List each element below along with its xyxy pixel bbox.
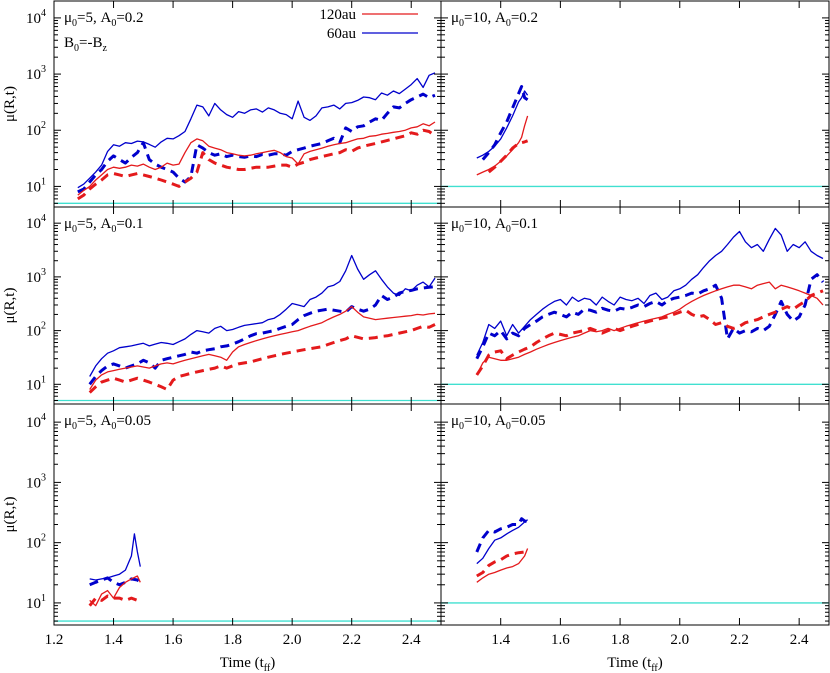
panel-plot-mu5-A0.2 — [54, 72, 441, 204]
legend: 120au 60au — [319, 7, 418, 42]
panel-plot-mu10-A0.05 — [441, 517, 829, 604]
y-tick-label: 103 — [26, 64, 46, 83]
series-60au-solid — [89, 254, 436, 377]
series-120au-dashed — [76, 128, 436, 201]
panel-frame — [53, 206, 442, 405]
x-tick-label: 1.2 — [45, 632, 64, 648]
x-tick-label: 1.4 — [104, 632, 123, 648]
panel-label: μ0=5, A0=0.05 — [64, 413, 151, 432]
series-60au-solid — [476, 227, 824, 356]
y-tick-label: 101 — [26, 593, 46, 612]
y-tick-label: 103 — [26, 267, 46, 286]
series-60au-dashed — [475, 517, 529, 553]
x-tick-label: 1.4 — [491, 632, 510, 648]
panel-plot-mu10-A0.1 — [441, 227, 829, 385]
y-tick-label: 101 — [26, 176, 46, 195]
panel-frame — [440, 0, 830, 208]
panel-label: μ0=5, A0=0.1 — [64, 216, 144, 235]
series-120au-dashed — [475, 289, 824, 376]
field-label: B0=-Bz — [64, 35, 107, 54]
series-60au-dashed — [88, 285, 436, 386]
plot-lines — [54, 72, 829, 622]
series-120au-dashed — [88, 323, 436, 394]
y-tick-label: 102 — [26, 321, 46, 340]
panel-frame — [53, 403, 442, 626]
series-60au-dashed — [89, 576, 142, 587]
panel-frame — [53, 0, 442, 208]
legend-label: 120au — [319, 7, 356, 23]
panel-frame — [440, 403, 830, 626]
y-tick-label: 101 — [26, 374, 46, 393]
series-60au-solid — [77, 72, 436, 189]
series-60au-solid — [476, 90, 529, 159]
panel-plot-mu10-A0.2 — [441, 85, 829, 188]
series-60au-dashed — [475, 273, 825, 360]
series-60au-solid — [476, 519, 528, 565]
series-120au-dashed — [476, 549, 528, 578]
y-tick-label: 102 — [26, 120, 46, 139]
panel-label: μ0=10, A0=0.05 — [451, 413, 546, 432]
panel-plot-mu5-A0.05 — [54, 533, 441, 622]
series-60au-dashed — [77, 92, 436, 194]
y-tick-label: 104 — [26, 412, 46, 431]
panel-label: μ0=5, A0=0.2 — [64, 10, 144, 29]
series-120au-solid — [476, 548, 529, 583]
legend-label: 60au — [327, 26, 357, 42]
y-tick-label: 104 — [26, 8, 46, 27]
series-60au-dashed — [481, 85, 529, 161]
y-axis-label: μ(R,t) — [2, 497, 18, 533]
series-120au-solid — [89, 575, 141, 607]
x-axis-label: Time (tff) — [607, 655, 663, 673]
x-axis-label: Time (tff) — [220, 655, 276, 673]
y-axis-label: μ(R,t) — [2, 288, 18, 324]
x-tick-label: 2.0 — [283, 632, 302, 648]
panel-annotations: μ0=5, A0=0.2 B0=-Bz μ0=10, A0=0.2 μ0=5, A0=… — [64, 10, 546, 432]
series-120au-solid — [77, 121, 436, 196]
x-tick-label: 1.6 — [551, 632, 570, 648]
series-120au-dashed — [487, 139, 529, 174]
axis-ticks — [53, 0, 829, 625]
panel-frames — [53, 0, 830, 626]
axis-labels: 101 102 103 104 μ(R,t) 101 102 103 104 μ(R,t) 101 1… — [2, 8, 809, 673]
y-axis-label: μ(R,t) — [2, 86, 18, 122]
y-tick-label: 103 — [26, 472, 46, 491]
x-tick-label: 2.2 — [730, 632, 749, 648]
y-tick-label: 104 — [26, 213, 46, 232]
series-60au-solid — [89, 533, 141, 581]
series-120au-dashed — [88, 594, 141, 607]
series-120au-solid — [476, 115, 529, 176]
x-tick-label: 2.0 — [670, 632, 689, 648]
x-tick-label: 2.4 — [402, 632, 421, 648]
panel-label: μ0=10, A0=0.1 — [451, 216, 538, 235]
x-tick-label: 1.8 — [223, 632, 242, 648]
panel-plot-mu5-A0.1 — [54, 254, 441, 402]
x-tick-label: 2.4 — [790, 632, 809, 648]
x-tick-label: 1.6 — [164, 632, 183, 648]
y-tick-label: 102 — [26, 533, 46, 552]
x-tick-label: 1.8 — [611, 632, 630, 648]
panel-label: μ0=10, A0=0.2 — [451, 10, 538, 29]
x-tick-label: 2.2 — [342, 632, 361, 648]
series-120au-solid — [89, 305, 436, 390]
